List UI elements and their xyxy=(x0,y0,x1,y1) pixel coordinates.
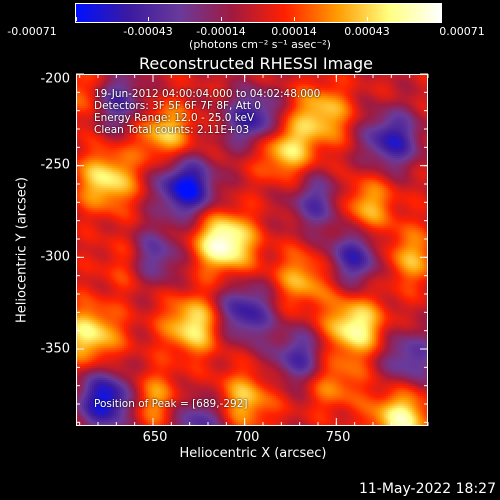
colorbar-tick-mark xyxy=(221,17,222,21)
colorbar-gradient xyxy=(75,3,442,23)
colorbar-tick-label: -0.00071 xyxy=(7,25,57,38)
colorbar-tick-label: -0.00014 xyxy=(196,25,246,38)
info-clean-counts: Clean Total counts: 2.11E+03 xyxy=(94,124,250,136)
x-tick-label: 700 xyxy=(234,430,260,445)
colorbar-tick-label: 0.00071 xyxy=(439,25,485,38)
y-axis-label: Heliocentric Y (arcsec) xyxy=(14,177,30,323)
x-tick-label: 650 xyxy=(142,430,168,445)
y-tick-label: -350 xyxy=(40,341,70,357)
y-tick-label: -250 xyxy=(40,157,70,173)
colorbar-tick-label: -0.00043 xyxy=(123,25,173,38)
colorbar-tick-mark xyxy=(440,17,441,21)
x-axis-label: Heliocentric X (arcsec) xyxy=(179,446,327,461)
colorbar-ticks: -0.00071 -0.00043 -0.00014 0.00014 0.000… xyxy=(0,17,500,51)
colorbar-tick-label: 0.00043 xyxy=(344,25,390,38)
y-tick-label: -300 xyxy=(40,249,70,265)
info-time-range: 19-Jun-2012 04:00:04.000 to 04:02:48.000 xyxy=(94,88,321,100)
info-energy-range: Energy Range: 12.0 - 25.0 keV xyxy=(94,112,255,124)
colorbar-tick-mark xyxy=(76,17,77,21)
plot-datestamp: 11-May-2022 18:27 xyxy=(358,481,496,497)
colorbar-tick-mark xyxy=(294,17,295,21)
colorbar-tick-mark xyxy=(367,17,368,21)
y-tick-label: -200 xyxy=(40,71,70,87)
x-tick-label: 750 xyxy=(325,430,351,445)
colorbar-unit-label: (photons cm⁻² s⁻¹ asec⁻²) xyxy=(189,38,331,51)
image-plot-area[interactable] xyxy=(76,74,428,426)
chart-title: Reconstructed RHESSI Image xyxy=(139,54,373,73)
info-peak-position: Position of Peak = [689,-292] xyxy=(94,398,248,410)
colorbar-tick-label: 0.00014 xyxy=(271,25,317,38)
info-detectors: Detectors: 3F 5F 6F 7F 8F, Att 0 xyxy=(94,100,261,112)
rhessi-heatmap xyxy=(76,74,428,426)
colorbar-tick-mark xyxy=(148,17,149,21)
